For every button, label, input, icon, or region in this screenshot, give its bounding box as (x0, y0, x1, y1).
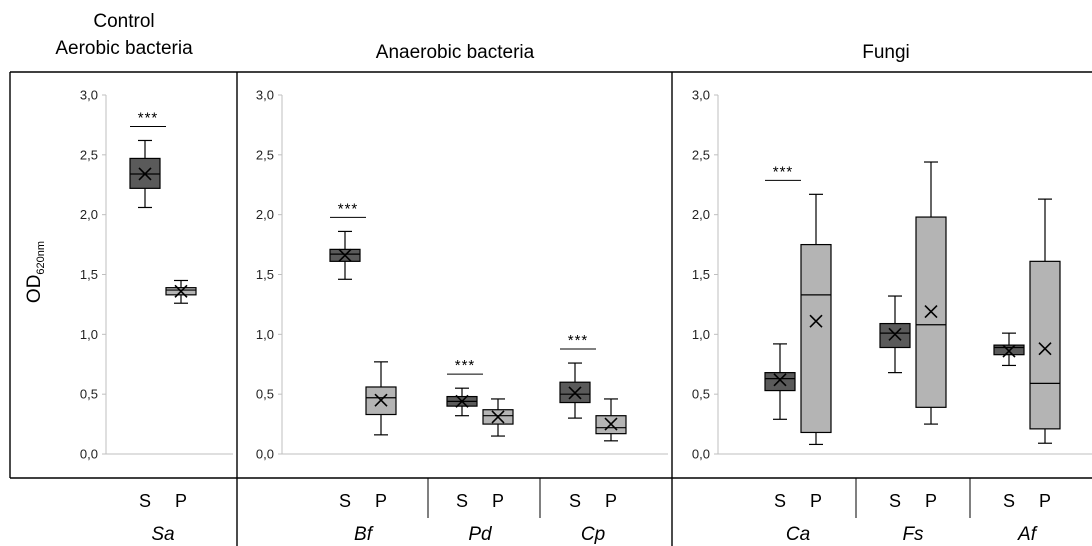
y-tick-label: 0,0 (80, 447, 98, 462)
y-axis-label-main: OD (24, 275, 45, 304)
significance-label: *** (138, 109, 159, 126)
organism-label: Cp (581, 524, 605, 545)
mean-marker (491, 410, 505, 424)
y-tick-label: 2,0 (692, 207, 710, 222)
box-Fs-S (879, 295, 911, 374)
y-tick-label: 0,0 (692, 447, 710, 462)
y-tick-label: 0,0 (256, 447, 274, 462)
box-Cp-P (595, 398, 627, 442)
mean-marker (455, 394, 469, 408)
y-tick-label: 1,5 (80, 267, 98, 282)
panel-title: Control (93, 11, 154, 32)
significance-label: *** (773, 163, 794, 180)
mean-marker (888, 327, 902, 341)
box-Bf-S (329, 230, 361, 280)
mean-marker (924, 305, 938, 319)
y-tick-label: 1,5 (692, 267, 710, 282)
significance-label: *** (338, 200, 359, 217)
mean-marker (809, 314, 823, 328)
organism-label: Bf (354, 524, 374, 545)
y-axis-label-subscript: 620nm (35, 241, 47, 275)
panel-frames (9, 71, 1092, 546)
organism-label: Ca (786, 524, 810, 545)
iqr-box (1029, 260, 1061, 430)
box-Sa-P (165, 279, 197, 304)
group-label-S: S (1003, 491, 1015, 511)
y-tick-label: 2,5 (692, 147, 710, 162)
y-tick-label: 3,0 (256, 88, 274, 103)
box-Fs-P (915, 161, 947, 425)
group-label-S: S (339, 491, 351, 511)
group-label-P: P (175, 491, 187, 511)
y-tick-label: 3,0 (80, 88, 98, 103)
mean-marker (174, 284, 188, 298)
box-Bf-P (365, 361, 397, 436)
iqr-box (800, 243, 832, 434)
y-tick-label: 2,0 (256, 207, 274, 222)
group-label-P: P (1039, 491, 1051, 511)
group-label-P: P (375, 491, 387, 511)
box-marks: *** *** *** *** *** (129, 109, 1061, 446)
group-label-P: P (810, 491, 822, 511)
box-Sa-S (129, 139, 161, 209)
significance-label: *** (455, 357, 476, 374)
y-axes: 0,0 0,5 1,0 1,5 2,0 2,5 3,0 0,0 0,5 1,0 1,5 2,0 2,5 3… (80, 88, 1092, 462)
group-label-S: S (889, 491, 901, 511)
organism-label: Af (1017, 524, 1038, 545)
y-tick-label: 2,5 (80, 147, 98, 162)
box-Af-P (1029, 198, 1061, 444)
mean-marker (374, 393, 388, 407)
y-tick-label: 2,5 (256, 147, 274, 162)
box-Cp-S (559, 362, 591, 419)
iqr-box (993, 344, 1025, 356)
mean-marker (1038, 342, 1052, 356)
group-label-S: S (569, 491, 581, 511)
panel-titles: Control Aerobic bacteria Anaerobic bacteri… (55, 11, 909, 63)
mean-marker (604, 417, 618, 431)
iqr-box (879, 322, 911, 349)
box-Af-S (993, 332, 1025, 367)
group-label-P: P (925, 491, 937, 511)
y-tick-label: 0,5 (692, 387, 710, 402)
group-label-P: P (492, 491, 504, 511)
group-label-S: S (139, 491, 151, 511)
organism-label: Pd (468, 524, 493, 545)
mean-marker (138, 167, 152, 181)
iqr-box (764, 372, 796, 392)
box-Ca-P (800, 193, 832, 446)
significance-label: *** (568, 332, 589, 349)
y-tick-label: 1,0 (80, 327, 98, 342)
y-tick-label: 1,5 (256, 267, 274, 282)
box-Pd-P (482, 398, 514, 437)
mean-marker (338, 248, 352, 262)
group-label-S: S (774, 491, 786, 511)
panel-title: Fungi (862, 42, 910, 63)
y-tick-label: 3,0 (692, 88, 710, 103)
organism-label: Fs (902, 524, 924, 545)
box-Pd-S (446, 387, 478, 417)
mean-marker (1002, 344, 1016, 358)
y-tick-label: 1,0 (256, 327, 274, 342)
panel-title: Anaerobic bacteria (376, 42, 535, 63)
mean-marker (568, 386, 582, 400)
group-label-S: S (456, 491, 468, 511)
mean-marker (773, 373, 787, 387)
y-tick-label: 2,0 (80, 207, 98, 222)
y-tick-label: 0,5 (256, 387, 274, 402)
group-label-P: P (605, 491, 617, 511)
organism-label: Sa (151, 524, 174, 545)
y-tick-label: 0,5 (80, 387, 98, 402)
y-axis-label: OD620nm (24, 241, 47, 303)
box-Ca-S (764, 343, 796, 420)
panel-title: Aerobic bacteria (55, 38, 193, 59)
y-tick-label: 1,0 (692, 327, 710, 342)
